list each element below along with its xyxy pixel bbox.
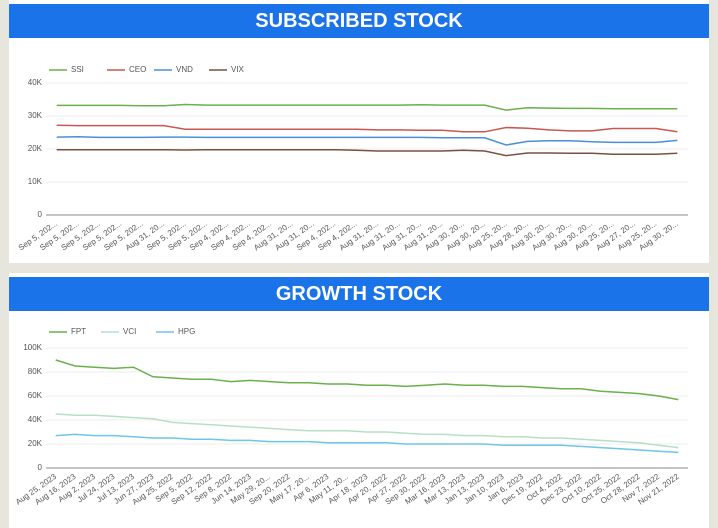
y-tick-label: 10K	[28, 177, 43, 186]
y-tick-label: 40K	[28, 415, 43, 424]
y-tick-label: 60K	[28, 391, 43, 400]
y-tick-label: 0	[38, 463, 43, 472]
legend-label: VCI	[123, 327, 136, 336]
legend-label: VIX	[231, 65, 245, 74]
y-tick-label: 80K	[28, 367, 43, 376]
legend-label: VND	[176, 65, 193, 74]
series-line	[55, 359, 679, 401]
series-line	[56, 124, 678, 133]
y-tick-label: 0	[38, 210, 43, 219]
y-tick-label: 40K	[28, 78, 43, 87]
series-line	[55, 413, 679, 449]
legend-label: SSI	[71, 65, 84, 74]
legend-label: CEO	[129, 65, 146, 74]
panel-title: GROWTH STOCK	[9, 277, 709, 311]
series-line	[56, 103, 678, 111]
panel-title: SUBSCRIBED STOCK	[9, 4, 709, 38]
y-tick-label: 30K	[28, 111, 43, 120]
series-line	[56, 136, 678, 146]
y-tick-label: 20K	[28, 439, 43, 448]
y-tick-label: 100K	[23, 343, 42, 352]
y-tick-label: 20K	[28, 144, 43, 153]
legend-label: HPG	[178, 327, 195, 336]
series-line	[55, 433, 679, 454]
series-line	[56, 148, 678, 157]
legend-label: FPT	[71, 327, 86, 336]
panel: SUBSCRIBED STOCK 0 10K 20K 30K 40K Sep 5, 202…	[9, 0, 709, 263]
panel: GROWTH STOCK 0 20K 40K 60K 80K 100K Aug 25, 20…	[9, 273, 709, 528]
